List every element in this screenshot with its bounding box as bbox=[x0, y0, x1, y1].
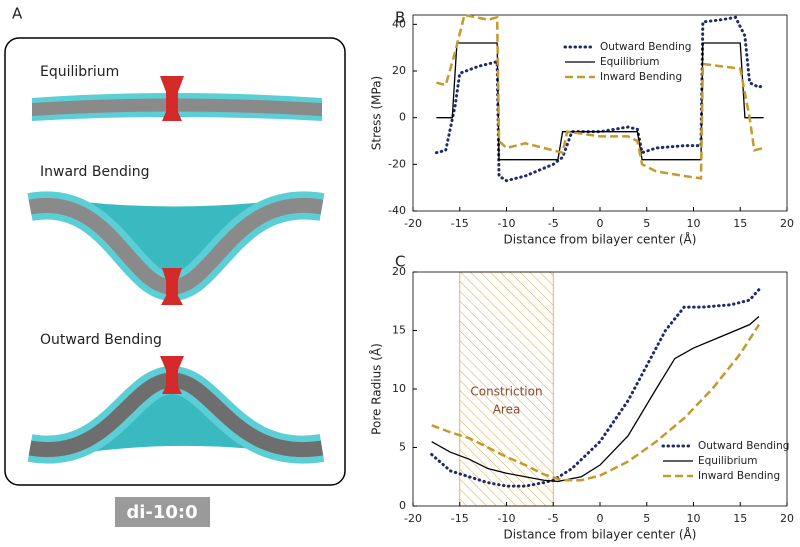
panel-title: Inward Bending bbox=[40, 164, 150, 180]
x-axis-title: Distance from bilayer center (Å) bbox=[504, 527, 697, 542]
panel-label: B bbox=[395, 9, 405, 27]
x-tick-label: 0 bbox=[597, 217, 604, 230]
y-tick-label: -40 bbox=[388, 204, 406, 217]
x-tick-label: 0 bbox=[597, 512, 604, 525]
y-tick-label: 40 bbox=[392, 17, 406, 30]
badge bbox=[115, 497, 210, 527]
y-tick-label: 20 bbox=[392, 265, 406, 278]
x-axis-title: Distance from bilayer center (Å) bbox=[504, 232, 697, 247]
data-line bbox=[430, 288, 761, 488]
panel-title: Outward Bending bbox=[40, 332, 162, 348]
x-tick-label: -10 bbox=[498, 512, 516, 525]
y-tick-label: 0 bbox=[399, 499, 406, 512]
y-tick-label: 10 bbox=[392, 382, 406, 395]
panel-frame bbox=[4, 37, 346, 486]
legend-label: Equilibrium bbox=[698, 455, 758, 467]
y-tick-label: 5 bbox=[399, 441, 406, 454]
x-tick-label: 5 bbox=[643, 512, 650, 525]
x-tick-label: 15 bbox=[733, 217, 747, 230]
panel-label: C bbox=[395, 253, 405, 271]
membrane-illustration bbox=[32, 76, 322, 121]
data-line bbox=[436, 42, 764, 161]
x-tick-label: 10 bbox=[687, 512, 701, 525]
y-tick-label: 20 bbox=[392, 64, 406, 77]
y-tick-label: 0 bbox=[399, 111, 406, 124]
data-line bbox=[436, 13, 764, 180]
legend-label: Equilibrium bbox=[600, 56, 660, 68]
y-tick-label: -20 bbox=[388, 157, 406, 170]
y-tick-label: 15 bbox=[392, 324, 406, 337]
annotation: Area bbox=[493, 403, 521, 417]
panel-title: Equilibrium bbox=[40, 64, 119, 80]
data-line bbox=[431, 323, 761, 482]
badge-text: di-10:0 bbox=[126, 502, 197, 523]
annotation: Constriction bbox=[470, 385, 542, 399]
membrane-illustration bbox=[27, 191, 325, 305]
x-tick-label: -5 bbox=[548, 512, 559, 525]
x-tick-label: 5 bbox=[643, 217, 650, 230]
x-tick-label: -15 bbox=[451, 512, 469, 525]
x-tick-label: -20 bbox=[404, 512, 422, 525]
x-tick-label: 15 bbox=[733, 512, 747, 525]
x-tick-label: -10 bbox=[498, 217, 516, 230]
legend-label: Inward Bending bbox=[698, 470, 780, 482]
data-line bbox=[431, 315, 760, 483]
legend-label: Outward Bending bbox=[600, 41, 691, 53]
legend-label: Outward Bending bbox=[698, 440, 789, 452]
x-tick-label: 20 bbox=[780, 217, 794, 230]
x-tick-label: 20 bbox=[780, 512, 794, 525]
y-axis-title: Stress (MPa) bbox=[370, 76, 384, 150]
x-tick-label: 10 bbox=[687, 217, 701, 230]
legend-label: Inward Bending bbox=[600, 71, 682, 83]
x-tick-label: -5 bbox=[548, 217, 559, 230]
membrane-illustration bbox=[27, 356, 325, 464]
panel-label: A bbox=[12, 5, 23, 23]
y-axis-title: Pore Radius (Å) bbox=[369, 343, 384, 435]
x-tick-label: -15 bbox=[451, 217, 469, 230]
x-tick-label: -20 bbox=[404, 217, 422, 230]
data-line bbox=[434, 15, 766, 183]
